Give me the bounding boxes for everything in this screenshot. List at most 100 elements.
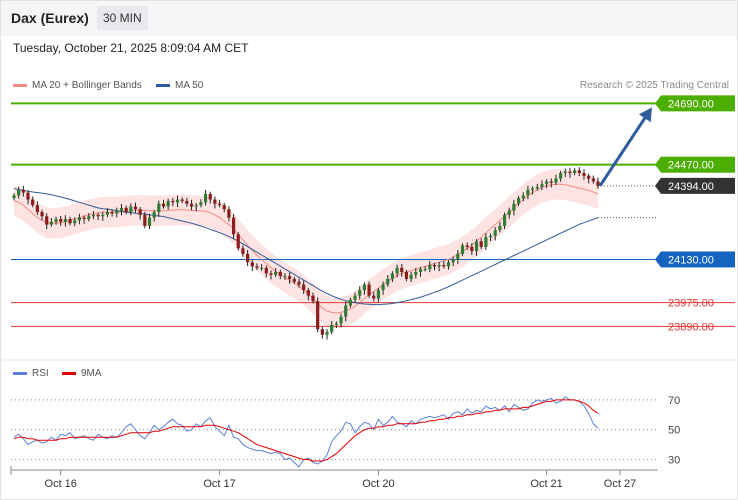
rsi-swatch [13, 371, 27, 375]
candle-body [40, 212, 44, 217]
candle-body [260, 267, 264, 269]
candle-body [31, 199, 35, 206]
legend-rsi: RSI [13, 368, 49, 379]
forecast-arrow [598, 107, 652, 187]
legend-ma50: MA 50 [156, 80, 203, 91]
level-labels: 24690.00 24470.00 24394.00 24130.00 23975.00… [655, 95, 735, 333]
candle-body [437, 265, 441, 267]
candle-body [274, 271, 278, 275]
candle-body [493, 230, 497, 236]
candle-body [119, 207, 124, 211]
rsi-series-rsi [13, 396, 599, 468]
candle-body [344, 305, 348, 317]
candle-body [166, 200, 170, 207]
candle-body [143, 214, 147, 226]
candle-body [161, 203, 166, 207]
x-tick-label: Oct 17 [203, 478, 235, 490]
candle-body [474, 241, 479, 252]
candle-body [446, 262, 451, 267]
ma50-label: MA 50 [175, 80, 204, 91]
level-label-pivot: 24130.00 [668, 254, 714, 266]
candle-body [400, 267, 404, 272]
candle-body [171, 200, 175, 203]
rsi-ma-swatch [62, 371, 76, 375]
candle-body [470, 246, 474, 252]
candle-body [227, 209, 231, 218]
bollinger-band-area [14, 168, 598, 329]
candle-body [582, 173, 586, 176]
x-tick-label: Oct 20 [362, 478, 394, 490]
candle-body [512, 203, 516, 211]
candle-body [577, 170, 581, 174]
candle-body [91, 214, 96, 217]
candle-body [348, 299, 352, 306]
candle-body [96, 214, 100, 217]
candle-body [507, 210, 511, 215]
candle-body [21, 189, 25, 193]
candle-body [414, 271, 418, 275]
candle-body [549, 181, 553, 183]
rsi-tick-label: 50 [668, 425, 680, 437]
candlesticks [12, 167, 600, 340]
candle-body [138, 209, 142, 215]
candle-body [297, 281, 301, 285]
candle-body [568, 171, 572, 174]
rsi-ma-label: 9MA [81, 368, 102, 379]
candle-body [498, 226, 502, 231]
ma50-line [13, 187, 599, 306]
candle-body [423, 269, 427, 271]
copyright-text: Research © 2025 Trading Central [579, 80, 729, 91]
level-tag-pointer [655, 156, 661, 173]
bollinger-band-fill [14, 168, 598, 329]
candle-body [241, 248, 245, 254]
rsi-tick-label: 70 [668, 395, 680, 407]
candle-body [488, 235, 493, 238]
candle-body [203, 193, 208, 203]
candle-body [26, 192, 30, 200]
candle-body [386, 278, 390, 285]
candle-body [45, 216, 49, 225]
candle-body [12, 195, 16, 199]
ma20-swatch [13, 83, 27, 87]
candle-body [381, 284, 385, 291]
candle-body [175, 199, 180, 203]
candle-body [194, 205, 198, 207]
candle-body [330, 324, 334, 332]
timeframe-badge[interactable]: 30 MIN [97, 6, 148, 30]
candle-body [110, 212, 114, 214]
candle-body [573, 170, 577, 174]
candle-body [68, 219, 72, 224]
candle-body [217, 203, 222, 206]
candle-body [559, 173, 563, 179]
candle-body [250, 262, 254, 267]
candle-body [82, 217, 86, 220]
x-tick-label: Oct 21 [530, 478, 562, 490]
candle-body [246, 253, 250, 263]
candle-body [208, 193, 212, 200]
candle-body [530, 188, 535, 190]
candle-body [236, 234, 240, 249]
candle-body [63, 219, 67, 222]
candle-body [325, 331, 329, 335]
candle-body [101, 214, 105, 217]
candle-body [456, 253, 460, 260]
candle-body [554, 178, 558, 183]
candle-body [133, 206, 138, 210]
level-tag-pointer [655, 177, 661, 194]
ma20-label: MA 20 + Bollinger Bands [32, 80, 142, 91]
candle-body [442, 265, 446, 267]
candle-body [540, 184, 544, 187]
candle-body [152, 212, 156, 218]
candle-body [404, 271, 409, 279]
legend-rsi-ma: 9MA [62, 368, 102, 379]
candle-body [479, 241, 483, 247]
candle-body [180, 199, 184, 201]
candle-body [157, 203, 161, 213]
candle-body [451, 259, 455, 263]
candle-body [231, 217, 236, 235]
x-tick-label: Oct 16 [45, 478, 77, 490]
candle-body [376, 290, 381, 299]
forecast-arrow-shaft [598, 115, 648, 187]
x-axis: Oct 16 Oct 17 Oct 20 Oct 21 Oct 27 [0, 359, 738, 490]
